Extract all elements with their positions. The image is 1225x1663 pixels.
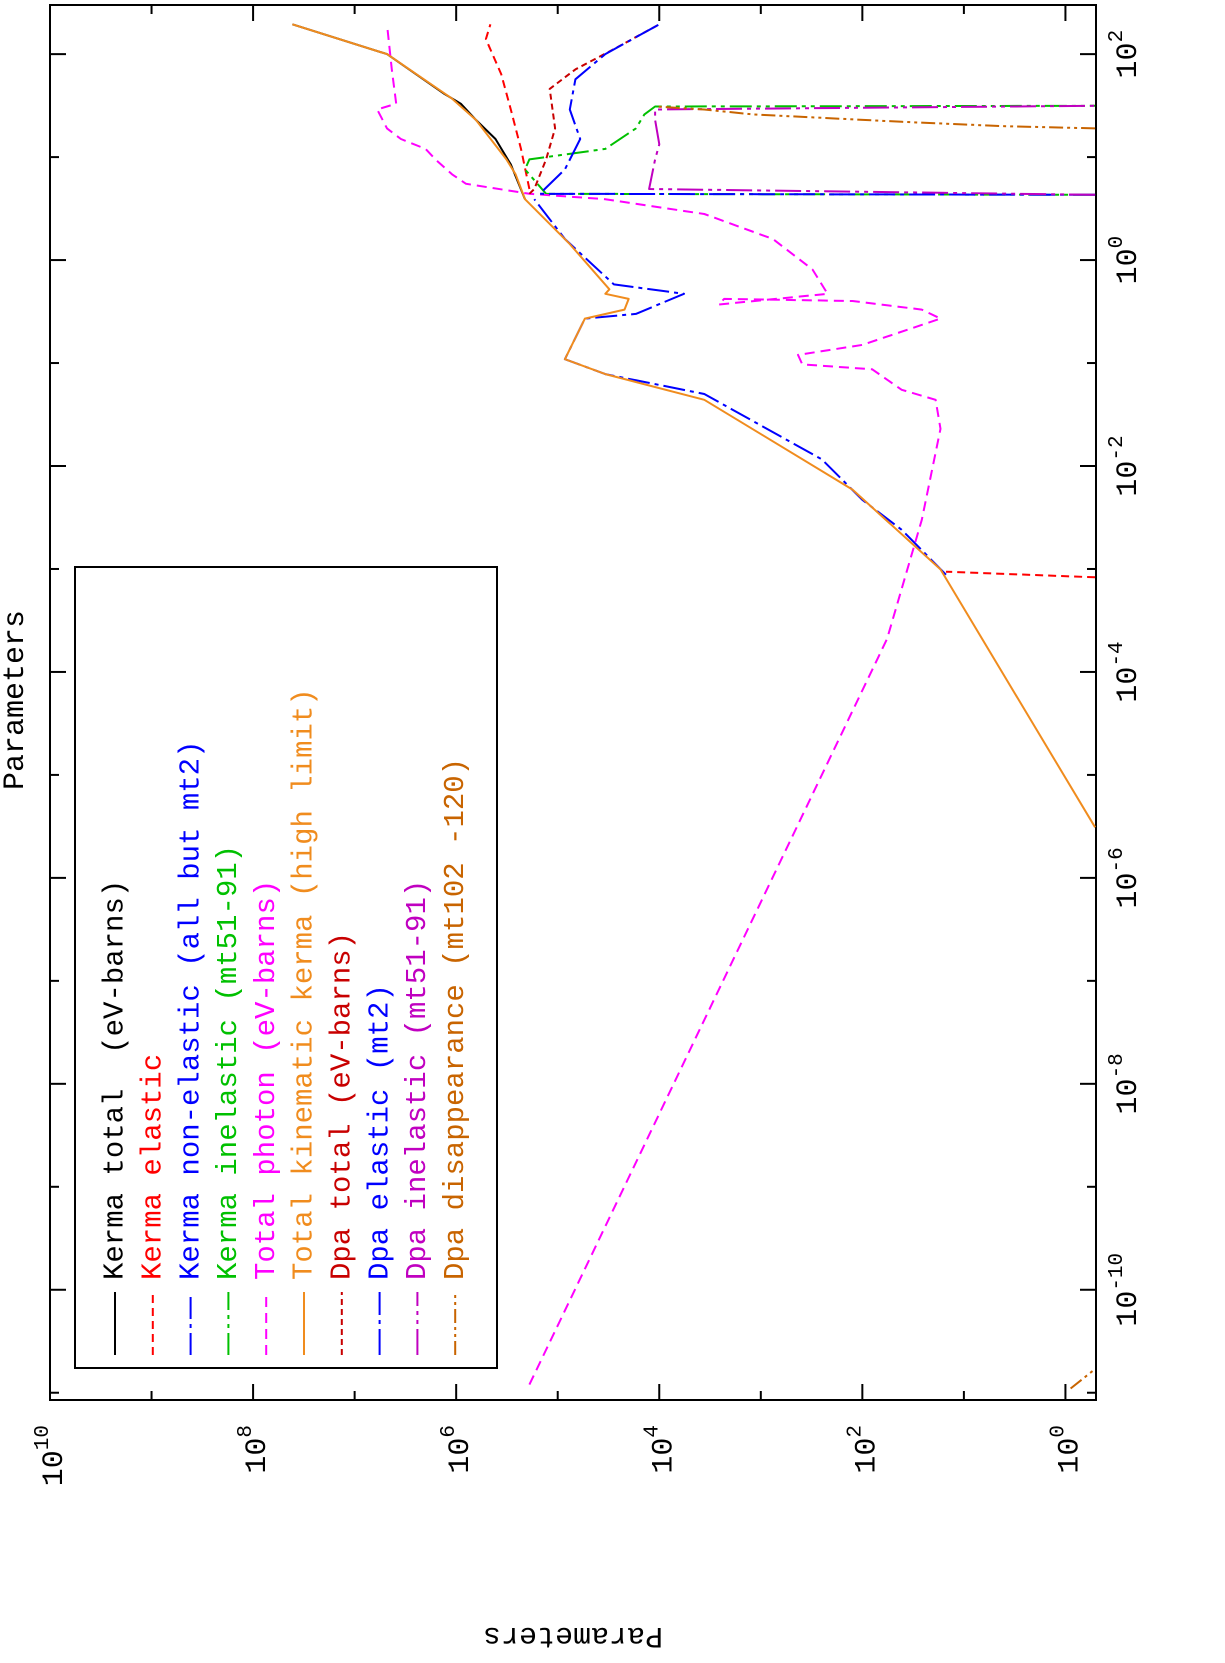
legend-label: Kerma elastic	[136, 1054, 169, 1280]
x-tick-label: 102	[1106, 30, 1146, 79]
legend-label: Kerma non-elastic (all but mt2)	[174, 741, 207, 1281]
chart-title: Parameters	[0, 610, 33, 790]
series-line	[524, 104, 1096, 196]
plot-area	[292, 23, 1096, 1390]
series-line	[648, 104, 1096, 196]
plot-frame	[49, 4, 1097, 1401]
x-tick-label: 10-2	[1106, 435, 1146, 496]
y-tick-label: 108	[235, 1425, 275, 1474]
legend-label: Dpa disappearance (mt102 -120)	[439, 758, 472, 1280]
legend-label: Dpa total (eV-barns)	[325, 932, 358, 1280]
y-tick-label: 102	[844, 1425, 884, 1474]
y-tick-label: 1010	[32, 1425, 72, 1486]
legend-label: Dpa inelastic (mt51-91)	[401, 880, 434, 1280]
series-line	[655, 105, 1096, 1390]
x-tick-label: 10-8	[1106, 1053, 1146, 1114]
series-line	[538, 23, 1096, 196]
legend-label: Total photon (eV-barns)	[250, 880, 283, 1280]
series-line	[292, 23, 1096, 828]
x-tick-label: 100	[1106, 236, 1146, 285]
legend-label: Dpa elastic (mt2)	[363, 984, 396, 1280]
series-line	[528, 23, 660, 195]
y-tick-label: 100	[1047, 1425, 1087, 1474]
series-line	[376, 24, 942, 1386]
legend-label: Total kinematic kerma (high limit)	[288, 688, 321, 1280]
legend-box	[74, 566, 498, 1369]
series-line	[484, 24, 1096, 579]
legend-label: Kerma total (eV-barns)	[99, 880, 132, 1280]
x-tick-label: 10-4	[1106, 641, 1146, 702]
y-tick-label: 104	[641, 1425, 681, 1474]
y-axis-label: Parameters	[483, 1618, 663, 1652]
y-tick-label: 106	[438, 1425, 478, 1474]
x-tick-label: 10-6	[1106, 847, 1146, 908]
legend-label: Kerma inelastic (mt51-91)	[212, 845, 245, 1280]
x-tick-label: 10-10	[1106, 1253, 1146, 1327]
